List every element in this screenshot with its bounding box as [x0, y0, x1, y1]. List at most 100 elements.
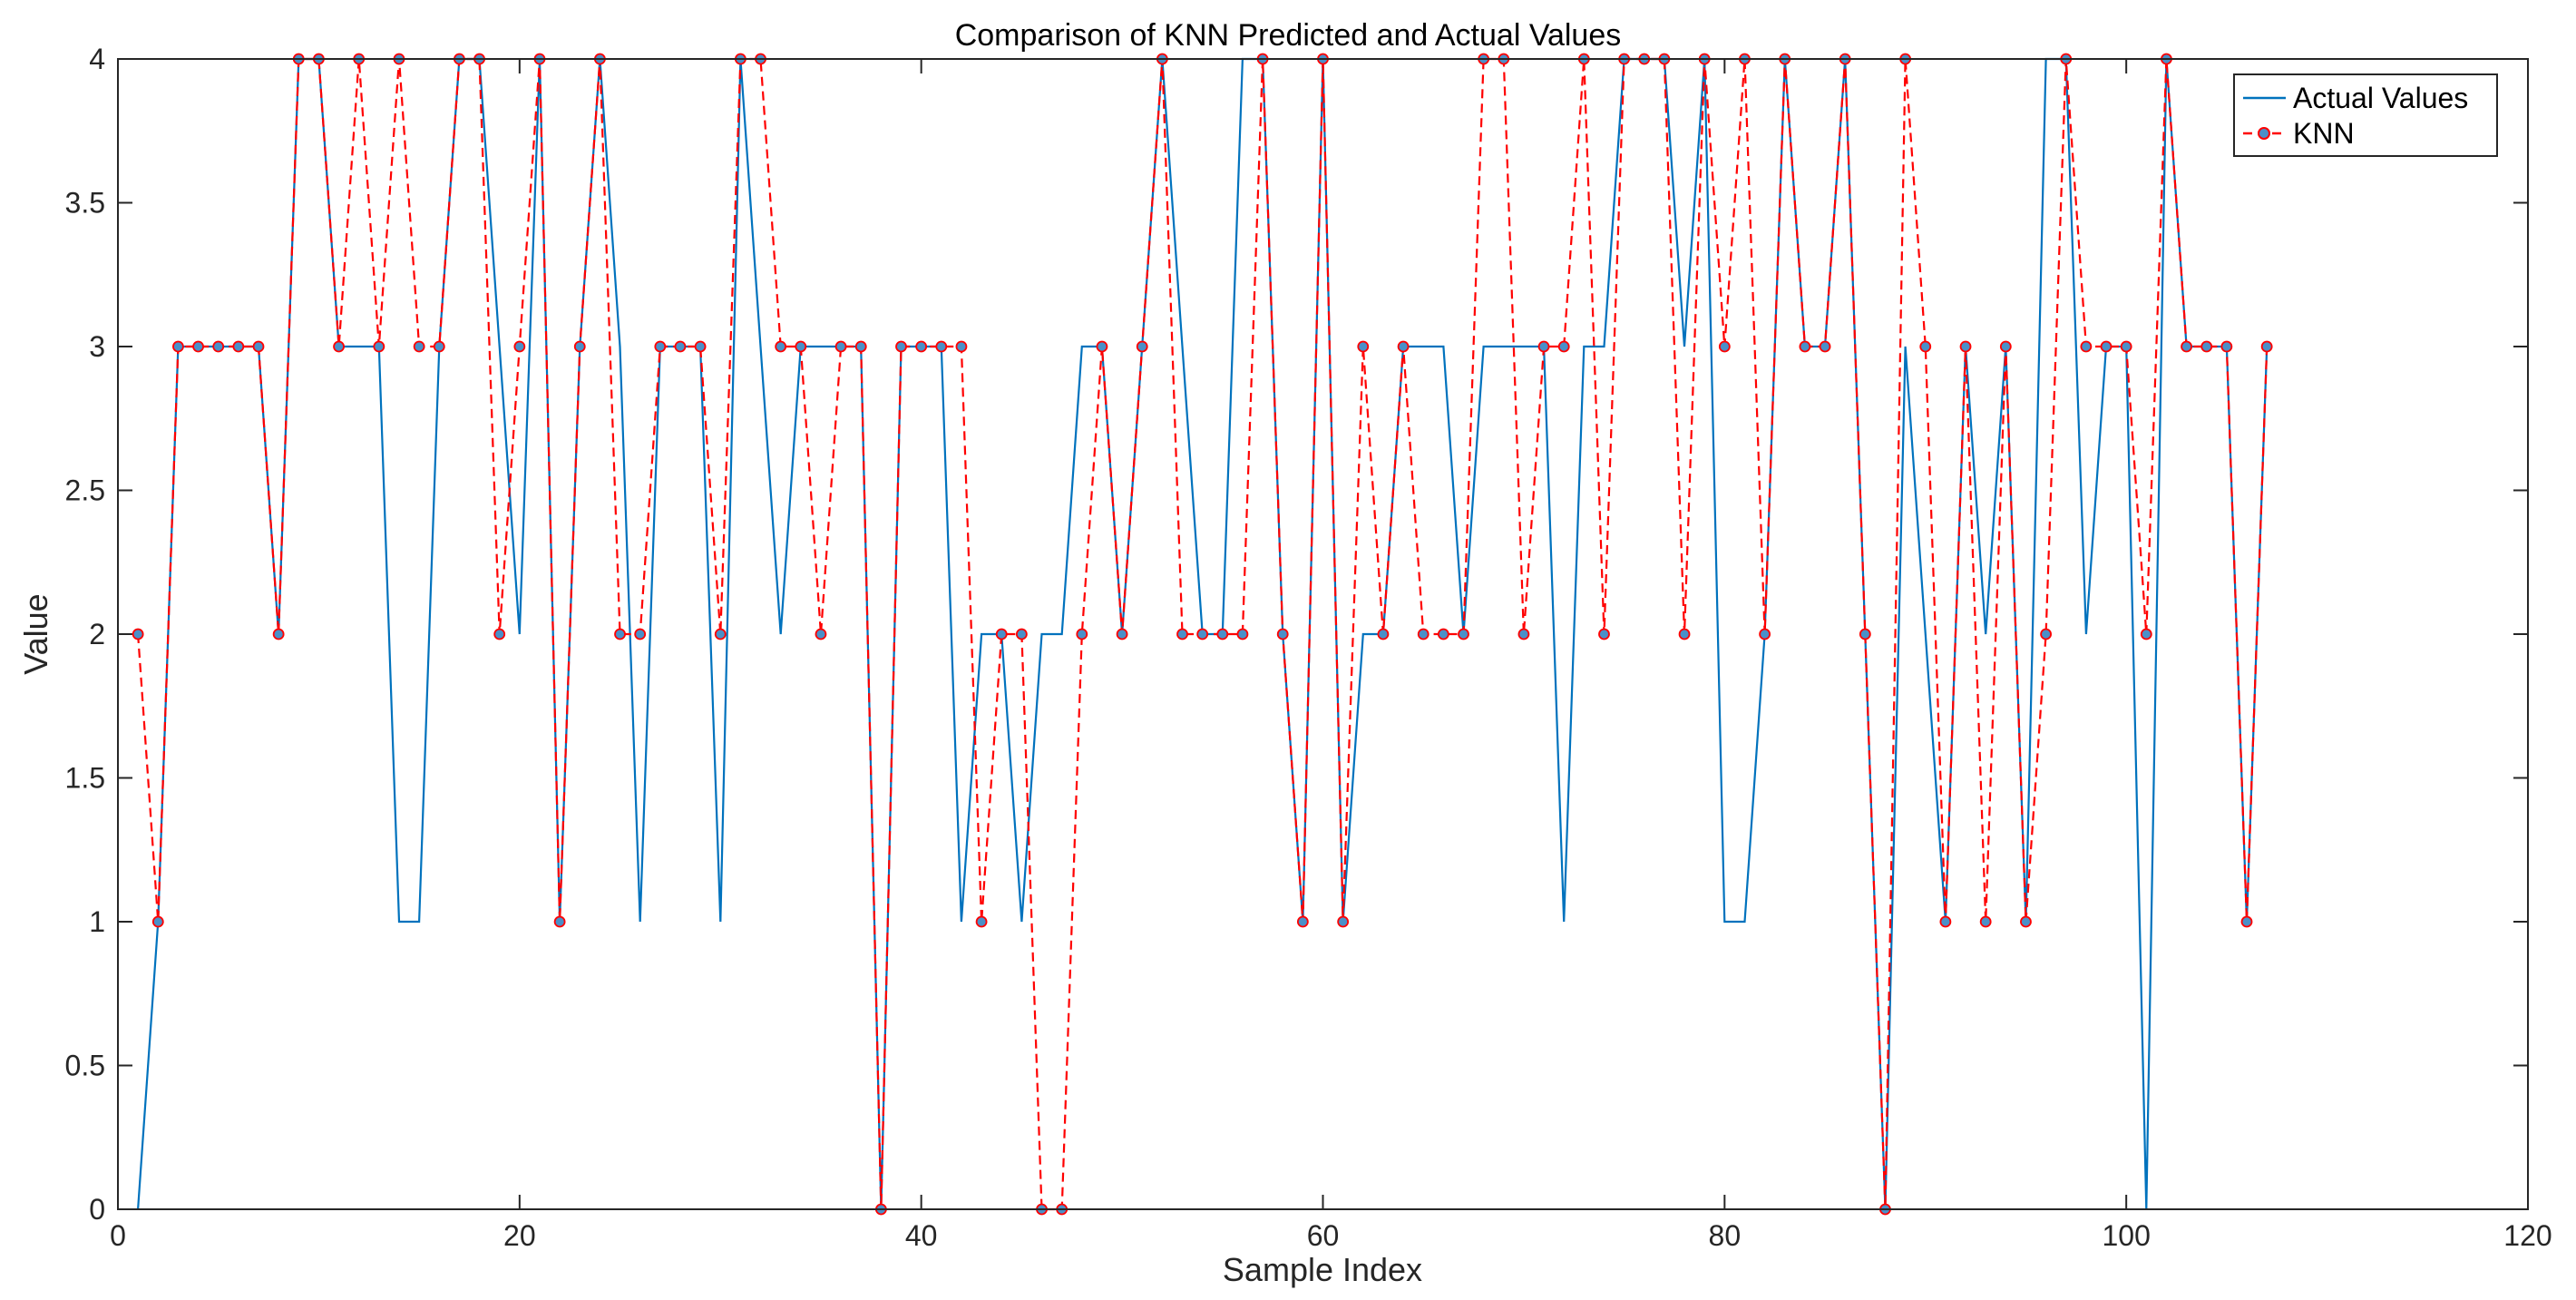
- knn-point: [493, 628, 506, 640]
- knn-point: [975, 915, 988, 928]
- knn-point: [1598, 628, 1610, 640]
- x-tick-label: 20: [503, 1219, 536, 1252]
- knn-point: [1377, 628, 1390, 640]
- y-tick-label: 0.5: [65, 1050, 105, 1082]
- knn-point: [714, 628, 727, 640]
- legend-knn-marker: [2258, 127, 2270, 140]
- knn-point: [413, 340, 425, 353]
- knn-point: [1397, 340, 1410, 353]
- y-tick-label: 4: [89, 43, 105, 75]
- knn-point: [2040, 628, 2053, 640]
- knn-point: [614, 628, 626, 640]
- knn-point: [192, 340, 204, 353]
- legend-box: [2233, 73, 2498, 157]
- knn-point: [654, 340, 667, 353]
- knn-point: [513, 340, 526, 353]
- knn-point: [553, 915, 566, 928]
- knn-point: [2100, 340, 2113, 353]
- knn-point: [1296, 915, 1309, 928]
- knn-point: [1015, 628, 1028, 640]
- y-tick-label: 1.5: [65, 762, 105, 795]
- x-tick-label: 60: [1307, 1219, 1340, 1252]
- y-tick-label: 1: [89, 905, 105, 938]
- knn-point: [1337, 915, 1350, 928]
- knn-point: [1678, 628, 1691, 640]
- knn-point: [1819, 340, 1831, 353]
- knn-point: [1718, 340, 1731, 353]
- knn-point: [2080, 340, 2093, 353]
- knn-point: [573, 340, 586, 353]
- knn-point: [1557, 340, 1570, 353]
- knn-point: [2260, 340, 2273, 353]
- y-tick-label: 3.5: [65, 187, 105, 220]
- knn-point: [1939, 915, 1952, 928]
- x-tick-label: 40: [905, 1219, 938, 1252]
- y-tick-label: 0: [89, 1193, 105, 1226]
- knn-point: [1859, 628, 1871, 640]
- knn-point: [995, 628, 1008, 640]
- knn-point: [834, 340, 847, 353]
- knn-point: [373, 340, 385, 353]
- knn-point: [1417, 628, 1429, 640]
- knn-point: [895, 340, 907, 353]
- knn-point: [1979, 915, 1992, 928]
- legend-actual-label: Actual Values: [2293, 82, 2468, 114]
- knn-point: [1799, 340, 1811, 353]
- knn-point: [1176, 628, 1188, 640]
- y-tick-label: 2.5: [65, 474, 105, 507]
- x-axis-label: Sample Index: [1223, 1251, 1422, 1288]
- y-tick-label: 2: [89, 618, 105, 650]
- knn-point: [694, 340, 707, 353]
- legend-knn-label: KNN: [2293, 117, 2355, 150]
- x-tick-label: 120: [2503, 1219, 2552, 1252]
- knn-point: [674, 340, 687, 353]
- knn-point: [1136, 340, 1148, 353]
- knn-point: [2020, 915, 2032, 928]
- knn-point: [854, 340, 867, 353]
- x-tick-label: 80: [1709, 1219, 1742, 1252]
- knn-point: [172, 340, 184, 353]
- x-axis-ticks: 0 20 40 60 80 100 120: [110, 59, 2552, 1252]
- knn-point: [775, 340, 787, 353]
- knn-point: [333, 340, 345, 353]
- knn-point: [132, 628, 144, 640]
- knn-point: [1216, 628, 1229, 640]
- knn-point: [915, 340, 928, 353]
- legend: Actual Values KNN: [2233, 73, 2498, 157]
- knn-point: [2140, 628, 2152, 640]
- knn-point: [1437, 628, 1449, 640]
- x-tick-label: 100: [2102, 1219, 2150, 1252]
- knn-point: [151, 915, 164, 928]
- knn-point: [955, 340, 968, 353]
- knn-point: [1276, 628, 1289, 640]
- knn-point: [1196, 628, 1209, 640]
- y-tick-label: 3: [89, 330, 105, 363]
- knn-point: [232, 340, 245, 353]
- knn-point: [2120, 340, 2132, 353]
- knn-point: [1959, 340, 1972, 353]
- knn-point: [2240, 915, 2253, 928]
- knn-point: [1357, 340, 1370, 353]
- knn-point: [1759, 628, 1771, 640]
- knn-point: [1096, 340, 1108, 353]
- knn-point: [252, 340, 265, 353]
- knn-point: [795, 340, 807, 353]
- knn-point: [2181, 340, 2192, 353]
- knn-point: [1116, 628, 1128, 640]
- knn-point: [935, 340, 948, 353]
- knn-point: [1076, 628, 1088, 640]
- knn-point: [2220, 340, 2233, 353]
- x-tick-label: 0: [110, 1219, 126, 1252]
- knn-point: [1537, 340, 1550, 353]
- chart-title: Comparison of KNN Predicted and Actual V…: [955, 18, 1622, 53]
- plot-area-frame: [117, 58, 2529, 1210]
- y-axis-ticks: 0 0.5 1 1.5 2 2.5 3 3.5 4: [65, 43, 2528, 1226]
- knn-point: [1517, 628, 1530, 640]
- knn-point: [272, 628, 285, 640]
- knn-point: [433, 340, 445, 353]
- knn-point: [815, 628, 827, 640]
- knn-point: [212, 340, 225, 353]
- knn-point: [1236, 628, 1249, 640]
- knn-point: [1999, 340, 2012, 353]
